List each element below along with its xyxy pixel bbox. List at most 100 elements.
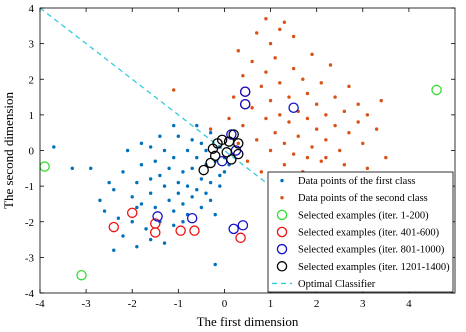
class1-point	[148, 177, 153, 181]
class1-point	[204, 148, 208, 153]
selected-example-circle	[108, 221, 120, 233]
selected-example-circle	[205, 157, 216, 169]
legend-marker	[276, 243, 288, 255]
class2-point	[333, 95, 337, 99]
class1-point	[130, 195, 134, 199]
selected-example-circle	[233, 138, 244, 149]
class1-point	[195, 187, 199, 192]
class1-point	[208, 130, 213, 135]
legend-label: Optimal Classifier	[298, 279, 376, 290]
selected-example-circle	[239, 98, 251, 110]
class2-point	[365, 113, 370, 117]
selected-example-circle	[76, 269, 87, 281]
class2-point	[250, 106, 254, 110]
x-tick-label: -3	[82, 298, 92, 310]
legend-label: Selected examples (iter. 401-600)	[298, 228, 440, 239]
class2-point	[379, 98, 383, 103]
class2-point	[356, 102, 360, 106]
y-tick-label: 2	[29, 74, 35, 86]
legend-label: Selected examples (iter. 801-1000)	[298, 245, 445, 256]
selected-example-circle	[175, 225, 186, 236]
selected-example-circle	[228, 129, 239, 140]
selected-example-circle	[221, 147, 232, 158]
class2-point	[241, 123, 245, 128]
class1-point	[195, 155, 199, 160]
class2-point	[324, 155, 328, 160]
class2-point	[328, 63, 333, 67]
x-tick-label: -2	[128, 298, 137, 310]
class2-point	[282, 141, 287, 146]
class1-point	[153, 159, 157, 163]
class2-point	[324, 138, 328, 142]
class1-point	[204, 191, 208, 195]
class2-point	[319, 159, 323, 163]
class2-point	[342, 109, 347, 114]
plot-area	[40, 8, 442, 281]
y-tick-label: 1	[29, 110, 35, 122]
y-tick-label: -2	[25, 217, 34, 229]
class1-point	[162, 184, 167, 188]
class2-point	[278, 81, 282, 85]
class1-point	[208, 198, 213, 203]
class2-point	[291, 66, 296, 71]
selected-example-circle	[228, 223, 239, 235]
class1-point	[52, 145, 56, 149]
class2-point	[241, 73, 245, 78]
class2-point	[324, 113, 328, 117]
class2-point	[384, 155, 388, 160]
selected-example-circle	[198, 164, 209, 176]
class2-point	[231, 95, 236, 99]
class1-point	[185, 184, 190, 188]
class2-point	[314, 102, 319, 106]
class2-point	[268, 148, 273, 153]
class2-point	[273, 130, 277, 135]
optimal-classifier-line	[40, 8, 299, 209]
class1-point	[98, 198, 102, 203]
class1-point	[222, 170, 227, 174]
class2-point	[310, 145, 314, 149]
selected-example-circle	[226, 154, 237, 165]
class1-point	[167, 198, 171, 203]
legend-label: Selected examples (iter. 1201-1400)	[298, 262, 450, 273]
legend-label: Data points of the first class	[298, 176, 416, 187]
class1-point	[190, 138, 194, 142]
class2-point	[259, 170, 264, 174]
class2-point	[268, 98, 273, 103]
class1-point	[176, 180, 181, 185]
class1-point	[181, 202, 185, 206]
class2-point	[236, 141, 240, 146]
class1-point	[185, 148, 190, 153]
class1-point	[107, 180, 111, 185]
class2-point	[305, 155, 310, 160]
y-tick-label: 3	[29, 39, 35, 51]
legend-marker	[276, 261, 288, 272]
class2-point	[255, 138, 259, 142]
class1-point	[139, 141, 144, 146]
class1-point	[167, 166, 171, 171]
class1-point	[181, 170, 185, 174]
class2-point	[314, 127, 319, 131]
class1-point	[102, 209, 107, 213]
legend: Data points of the first class Data point…	[267, 171, 454, 293]
class2-point	[361, 141, 365, 146]
class1-point	[190, 195, 194, 199]
class1-point	[172, 209, 176, 213]
class2-point	[282, 163, 287, 167]
x-axis-label: The first dimension	[197, 314, 299, 329]
class1-point	[116, 216, 121, 220]
class1-point	[125, 148, 130, 153]
class1-point	[162, 241, 167, 245]
class1-point	[153, 205, 157, 210]
class2-point	[333, 123, 337, 128]
class1-point	[144, 227, 148, 231]
class1-point	[121, 234, 125, 238]
class2-point	[264, 16, 268, 21]
legend-marker	[276, 226, 288, 238]
class1-point	[158, 134, 162, 138]
legend-box	[267, 171, 454, 293]
class2-point	[278, 27, 282, 32]
selected-example-circle	[150, 227, 161, 238]
class2-point	[259, 84, 264, 89]
class2-point	[287, 120, 291, 124]
class2-point	[305, 116, 310, 121]
